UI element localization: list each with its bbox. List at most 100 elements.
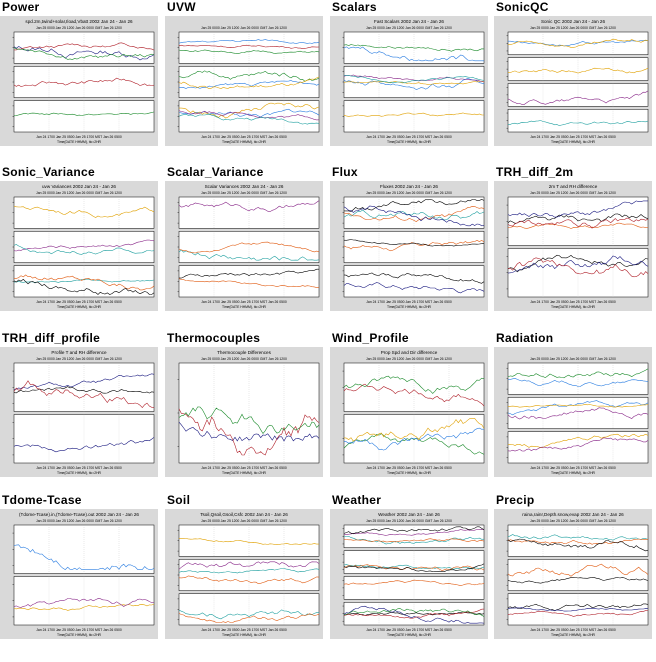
plot-series-line <box>343 433 485 455</box>
plot-series-line <box>178 278 320 288</box>
plot-panel <box>13 100 155 133</box>
plot-thumbnail-soil[interactable]: Tsoil,Qsoil,Gsoil,Csfc 2002 Jan 24 - Jan… <box>165 509 323 639</box>
bottom-time-axis: Jan 24 1700 Jan 25 0500 Jan 25 1700 MST … <box>36 300 122 304</box>
bottom-time-axis: Jan 24 1700 Jan 25 0500 Jan 25 1700 MST … <box>201 135 287 139</box>
time-axis-label: Time(DATE HHMM), tic=2HR <box>387 305 432 309</box>
plot-series-line <box>178 76 320 90</box>
plot-title-scalars[interactable]: Scalars <box>332 0 377 14</box>
plot-title-soil[interactable]: Soil <box>167 493 191 507</box>
plot-title-tdome-tcase[interactable]: Tdome-Tcase <box>2 493 82 507</box>
plot-thumbnail-precip[interactable]: raina,rainr,Depth.snow,evap 2002 Jan 24 … <box>494 509 652 639</box>
plot-series-line <box>343 418 485 442</box>
plot-cell-uvw: UVW Jan 25 0000 Jan 25 1200 Jan 26 0000 G… <box>165 0 325 162</box>
plot-thumbnail-wind-profile[interactable]: Prop Spd and Dir difference Jan 25 0000 J… <box>330 347 488 477</box>
plot-series-line <box>13 111 155 117</box>
plot-title-wind-profile[interactable]: Wind_Profile <box>332 331 409 345</box>
plot-cell-flux: Flux Fluxes 2002 Jan 24 - Jan 26 Jan 25 00… <box>330 165 490 327</box>
bottom-time-axis: Jan 24 1700 Jan 25 0500 Jan 25 1700 MST … <box>201 466 287 470</box>
plot-series-line <box>507 607 649 612</box>
plot-series-line <box>343 528 485 536</box>
plot-series-line <box>178 568 320 574</box>
plot-series-line <box>178 406 320 435</box>
plot-thumbnail-tdome-tcase[interactable]: (Tdome-Tcase).in,(Tdome-Tcase).out 2002 … <box>0 509 158 639</box>
bottom-time-axis: Jan 24 1700 Jan 25 0500 Jan 25 1700 MST … <box>36 466 122 470</box>
plot-caption: Fast Scalars 2002 Jan 24 - Jan 26 <box>374 19 444 24</box>
plot-title-radiation[interactable]: Radiation <box>496 331 554 345</box>
time-axis-label: Time(DATE HHMM), tic=2HR <box>551 633 596 637</box>
plot-series-line <box>343 239 485 247</box>
top-time-axis: Jan 25 0000 Jan 25 1200 Jan 26 0000 GMT … <box>366 191 452 195</box>
plot-thumbnail-trh-diff-profile[interactable]: Profile T and RH difference Jan 25 0000 J… <box>0 347 158 477</box>
plot-thumbnail-scalars[interactable]: Fast Scalars 2002 Jan 24 - Jan 26 Jan 25 … <box>330 16 488 146</box>
bottom-time-axis: Jan 24 1700 Jan 25 0500 Jan 25 1700 MST … <box>366 300 452 304</box>
bottom-time-axis: Jan 24 1700 Jan 25 0500 Jan 25 1700 MST … <box>530 135 616 139</box>
plot-image-weather: Weather 2002 Jan 24 - Jan 26 Jan 25 0000 … <box>342 512 485 637</box>
plot-thumbnail-weather[interactable]: Weather 2002 Jan 24 - Jan 26 Jan 25 0000 … <box>330 509 488 639</box>
plot-title-uvw[interactable]: UVW <box>167 0 196 14</box>
plot-series-line <box>343 112 485 117</box>
plot-series-line <box>507 563 649 577</box>
plot-title-sonic-variance[interactable]: Sonic_Variance <box>2 165 95 179</box>
top-time-axis: Jan 25 0000 Jan 25 1200 Jan 26 0000 GMT … <box>366 26 452 30</box>
top-time-axis: Jan 25 0000 Jan 25 1200 Jan 26 0000 GMT … <box>36 191 122 195</box>
plot-series-line <box>343 579 485 586</box>
time-axis-label: Time(DATE HHMM), tic=2HR <box>551 305 596 309</box>
plot-title-trh-diff-profile[interactable]: TRH_diff_profile <box>2 331 101 345</box>
plot-series-line <box>179 102 320 119</box>
plot-series-line <box>507 217 649 229</box>
plot-series-line <box>178 241 320 254</box>
plot-cell-trh-diff-2m: TRH_diff_2m 2m T and RH difference Jan 25 … <box>494 165 654 327</box>
plot-series-line <box>178 268 319 279</box>
plot-series-line <box>178 408 320 456</box>
plot-cell-wind-profile: Wind_Profile Prop Spd and Dir difference J… <box>330 331 490 493</box>
plot-series-line <box>343 605 485 624</box>
plot-series-line <box>507 437 649 452</box>
plot-thumbnail-radiation[interactable]: Jan 25 0000 Jan 25 1200 Jan 26 0000 GMT … <box>494 347 652 477</box>
plot-thumbnail-scalar-variance[interactable]: Scalar Variances 2002 Jan 24 - Jan 26 Jan… <box>165 181 323 311</box>
plot-title-precip[interactable]: Precip <box>496 493 535 507</box>
plot-series-line <box>13 603 155 611</box>
plot-series-line <box>343 205 485 222</box>
plot-thumbnail-flux[interactable]: Fluxes 2002 Jan 24 - Jan 26 Jan 25 0000 J… <box>330 181 488 311</box>
plot-panel <box>507 397 649 429</box>
top-time-axis: Jan 25 0000 Jan 25 1200 Jan 26 0000 GMT … <box>530 519 616 523</box>
plot-series-line <box>13 437 155 453</box>
plot-series-line <box>178 113 320 125</box>
plot-series-line <box>343 74 485 83</box>
plot-thumbnail-trh-diff-2m[interactable]: 2m T and RH difference Jan 25 0000 Jan 25… <box>494 181 652 311</box>
plot-image-uvw: Jan 25 0000 Jan 25 1200 Jan 26 0000 GMT … <box>177 26 320 144</box>
plot-thumbnail-uvw[interactable]: Jan 25 0000 Jan 25 1200 Jan 26 0000 GMT … <box>165 16 323 146</box>
plot-image-wind-profile: Prop Spd and Dir difference Jan 25 0000 J… <box>342 350 485 475</box>
plot-series-line <box>507 67 649 74</box>
plot-thumbnail-power[interactable]: spd.2m,twind+solar,Iload,Vbatt 2002 Jan … <box>0 16 158 146</box>
plot-series-line <box>507 38 649 48</box>
time-axis-label: Time(DATE HHMM), tic=2HR <box>57 633 102 637</box>
plot-title-scalar-variance[interactable]: Scalar_Variance <box>167 165 264 179</box>
time-axis-label: Time(DATE HHMM), tic=2HR <box>387 140 432 144</box>
plot-series-line <box>178 110 320 121</box>
plot-title-sonicqc[interactable]: SonicQC <box>496 0 549 14</box>
plot-title-weather[interactable]: Weather <box>332 493 382 507</box>
plot-series-line <box>343 608 485 619</box>
plot-series-line <box>13 380 155 409</box>
top-time-axis: Jan 25 0000 Jan 25 1200 Jan 26 0000 GMT … <box>201 519 287 523</box>
plot-thumbnail-thermocouples[interactable]: Thermocouple Differences Jan 25 0000 Jan … <box>165 347 323 477</box>
plot-series-line <box>343 563 485 573</box>
plot-series-line <box>13 274 155 291</box>
plot-series-line <box>507 577 649 584</box>
plot-cell-weather: Weather Weather 2002 Jan 24 - Jan 26 Jan 2… <box>330 493 490 655</box>
plot-series-line <box>13 77 155 87</box>
time-axis-label: Time(DATE HHMM), tic=2HR <box>387 633 432 637</box>
plot-title-thermocouples[interactable]: Thermocouples <box>167 331 261 345</box>
plot-title-trh-diff-2m[interactable]: TRH_diff_2m <box>496 165 574 179</box>
plot-series-line <box>343 74 485 84</box>
plot-image-trh-diff-profile: Profile T and RH difference Jan 25 0000 J… <box>12 350 155 475</box>
plot-caption: Scalar Variances 2002 Jan 24 - Jan 26 <box>205 184 284 189</box>
plot-thumbnail-sonicqc[interactable]: Sonic QC 2002 Jan 24 - Jan 26 Jan 25 0000… <box>494 16 652 146</box>
plot-title-flux[interactable]: Flux <box>332 165 358 179</box>
bottom-time-axis: Jan 24 1700 Jan 25 0500 Jan 25 1700 MST … <box>36 628 122 632</box>
plot-thumbnail-sonic-variance[interactable]: uvw Variances 2002 Jan 24 - Jan 26 Jan 25… <box>0 181 158 311</box>
top-time-axis: Jan 25 0000 Jan 25 1200 Jan 26 0000 GMT … <box>366 357 452 361</box>
plot-caption: Fluxes 2002 Jan 24 - Jan 26 <box>380 184 438 189</box>
plot-title-power[interactable]: Power <box>2 0 40 14</box>
